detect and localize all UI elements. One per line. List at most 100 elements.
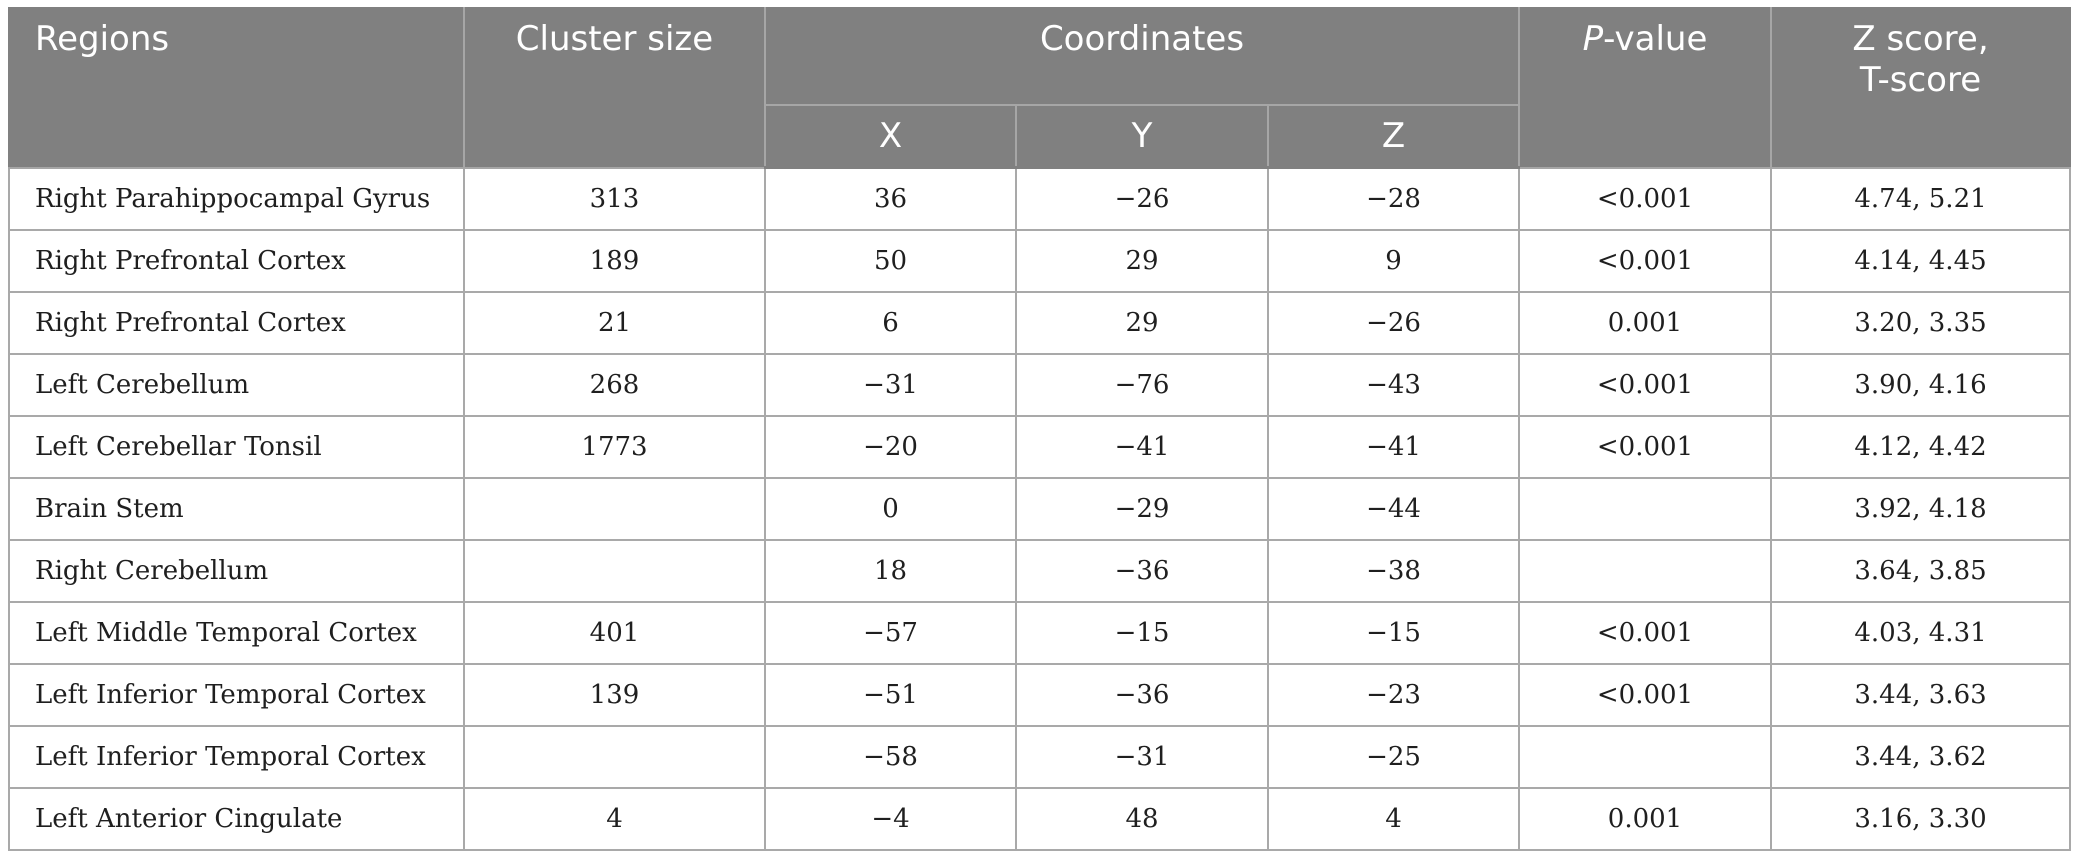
header-z-score-line1: Z score, [1852, 19, 1989, 59]
cell-x: 50 [764, 229, 1017, 293]
header-z-score: Z score, T-score [1770, 7, 2071, 169]
cell-y: −36 [1015, 539, 1269, 603]
cell-z-t-score: 3.44, 3.62 [1770, 725, 2071, 789]
cell-z: −28 [1267, 166, 1520, 231]
cell-p-value [1518, 725, 1772, 789]
cell-y: −29 [1015, 477, 1269, 541]
table-row: Left Cerebellar Tonsil 1773 −20 −41 −41 <0.00… [8, 415, 2071, 479]
table-row: Left Middle Temporal Cortex 401 −57 −15 −15 <… [8, 601, 2071, 665]
cell-z: −41 [1267, 415, 1520, 479]
cell-region: Right Parahippocampal Gyrus [8, 166, 465, 231]
cell-region: Left Inferior Temporal Cortex [8, 663, 465, 727]
cell-cluster-size [463, 725, 766, 789]
cell-x: 0 [764, 477, 1017, 541]
cell-z-t-score: 4.12, 4.42 [1770, 415, 2071, 479]
cell-cluster-size: 21 [463, 291, 766, 355]
cell-z-t-score: 3.44, 3.63 [1770, 663, 2071, 727]
cell-p-value: <0.001 [1518, 415, 1772, 479]
header-p-value: P-value [1518, 7, 1772, 169]
table-row: Left Anterior Cingulate 4 −4 48 4 0.001 3.16, … [8, 787, 2071, 851]
cell-z: −38 [1267, 539, 1520, 603]
cell-z-t-score: 4.03, 4.31 [1770, 601, 2071, 665]
table-row: Brain Stem 0 −29 −44 3.92, 4.18 [8, 477, 2071, 541]
cell-p-value: <0.001 [1518, 663, 1772, 727]
cell-region: Left Middle Temporal Cortex [8, 601, 465, 665]
cell-y: −41 [1015, 415, 1269, 479]
cell-p-value [1518, 539, 1772, 603]
cell-x: −57 [764, 601, 1017, 665]
cell-z-t-score: 3.20, 3.35 [1770, 291, 2071, 355]
cell-y: −76 [1015, 353, 1269, 417]
cell-p-value: <0.001 [1518, 353, 1772, 417]
cell-y: 29 [1015, 291, 1269, 355]
cell-region: Right Cerebellum [8, 539, 465, 603]
header-regions: Regions [8, 7, 465, 169]
header-z-score-line2: T-score [1859, 60, 1982, 100]
cell-p-value: 0.001 [1518, 787, 1772, 851]
header-cluster-size: Cluster size [463, 7, 766, 169]
results-table: Regions Cluster size Coordinates P-value… [8, 7, 2071, 851]
cell-x: 36 [764, 166, 1017, 231]
cell-p-value: <0.001 [1518, 166, 1772, 231]
cell-x: 18 [764, 539, 1017, 603]
cell-region: Right Prefrontal Cortex [8, 291, 465, 355]
header-p-value-suffix: -value [1603, 19, 1708, 59]
cell-z: 4 [1267, 787, 1520, 851]
header-y: Y [1015, 105, 1269, 169]
header-x: X [764, 105, 1017, 169]
cell-region: Brain Stem [8, 477, 465, 541]
cell-z: −26 [1267, 291, 1520, 355]
cell-z-t-score: 3.92, 4.18 [1770, 477, 2071, 541]
table-row: Left Inferior Temporal Cortex −58 −31 −25 3.… [8, 725, 2071, 789]
header-p-value-letter: P [1582, 19, 1604, 59]
table-body: Right Parahippocampal Gyrus 313 36 −26 −28 <0… [8, 166, 2071, 851]
cell-cluster-size: 268 [463, 353, 766, 417]
table-row: Left Cerebellum 268 −31 −76 −43 <0.001 3.90, 4… [8, 353, 2071, 417]
cell-z: −43 [1267, 353, 1520, 417]
cell-y: −31 [1015, 725, 1269, 789]
cell-x: −20 [764, 415, 1017, 479]
cell-y: −26 [1015, 166, 1269, 231]
cell-cluster-size: 139 [463, 663, 766, 727]
cell-x: −31 [764, 353, 1017, 417]
cell-p-value: <0.001 [1518, 601, 1772, 665]
cell-cluster-size: 313 [463, 166, 766, 231]
cell-z: 9 [1267, 229, 1520, 293]
header-z: Z [1267, 105, 1520, 169]
table-row: Right Parahippocampal Gyrus 313 36 −26 −28 <0… [8, 166, 2071, 231]
cell-p-value [1518, 477, 1772, 541]
results-table-container: Regions Cluster size Coordinates P-value… [8, 7, 2071, 851]
cell-z: −44 [1267, 477, 1520, 541]
cell-cluster-size: 4 [463, 787, 766, 851]
table-row: Left Inferior Temporal Cortex 139 −51 −36 −2… [8, 663, 2071, 727]
cell-region: Right Prefrontal Cortex [8, 229, 465, 293]
cell-z: −23 [1267, 663, 1520, 727]
cell-cluster-size: 1773 [463, 415, 766, 479]
cell-z: −25 [1267, 725, 1520, 789]
cell-z-t-score: 4.14, 4.45 [1770, 229, 2071, 293]
cell-p-value: 0.001 [1518, 291, 1772, 355]
cell-x: 6 [764, 291, 1017, 355]
cell-cluster-size: 401 [463, 601, 766, 665]
cell-z-t-score: 3.16, 3.30 [1770, 787, 2071, 851]
cell-z-t-score: 4.74, 5.21 [1770, 166, 2071, 231]
cell-cluster-size [463, 539, 766, 603]
cell-cluster-size: 189 [463, 229, 766, 293]
cell-z-t-score: 3.64, 3.85 [1770, 539, 2071, 603]
cell-z: −15 [1267, 601, 1520, 665]
cell-y: 48 [1015, 787, 1269, 851]
cell-y: −36 [1015, 663, 1269, 727]
cell-z-t-score: 3.90, 4.16 [1770, 353, 2071, 417]
table-header: Regions Cluster size Coordinates P-value… [8, 7, 2071, 169]
cell-region: Left Anterior Cingulate [8, 787, 465, 851]
table-row: Right Prefrontal Cortex 21 6 29 −26 0.001 3.20… [8, 291, 2071, 355]
table-row: Right Cerebellum 18 −36 −38 3.64, 3.85 [8, 539, 2071, 603]
header-coordinates: Coordinates [764, 7, 1520, 106]
cell-p-value: <0.001 [1518, 229, 1772, 293]
cell-x: −51 [764, 663, 1017, 727]
cell-y: −15 [1015, 601, 1269, 665]
cell-cluster-size [463, 477, 766, 541]
cell-x: −4 [764, 787, 1017, 851]
cell-region: Left Cerebellum [8, 353, 465, 417]
cell-region: Left Cerebellar Tonsil [8, 415, 465, 479]
